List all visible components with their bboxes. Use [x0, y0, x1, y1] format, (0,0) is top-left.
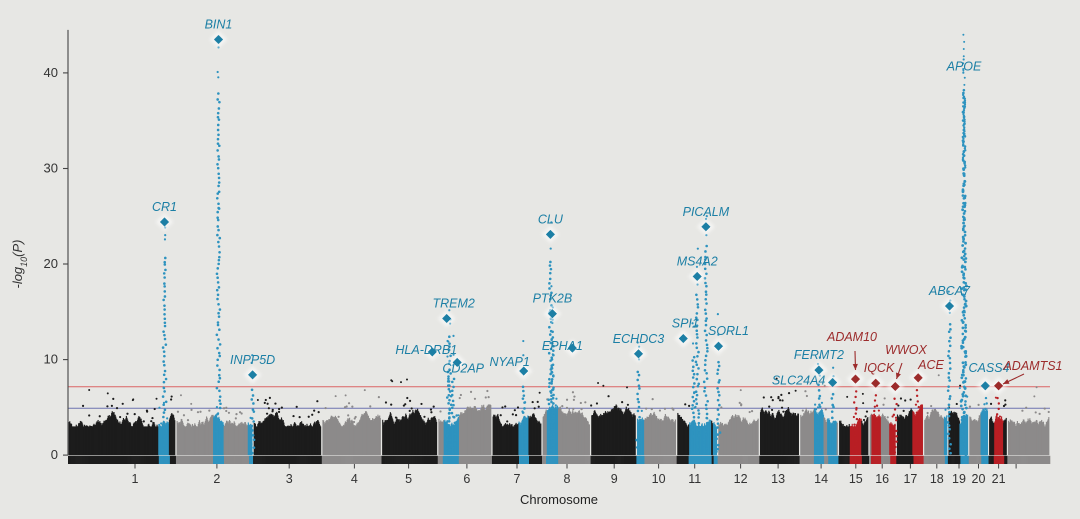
- svg-text:3: 3: [286, 472, 293, 486]
- svg-text:FERMT2: FERMT2: [794, 348, 844, 362]
- svg-text:16: 16: [875, 472, 889, 486]
- svg-text:21: 21: [992, 472, 1006, 486]
- svg-text:2: 2: [213, 472, 220, 486]
- svg-text:30: 30: [44, 161, 58, 176]
- svg-text:INPP5D: INPP5D: [230, 353, 275, 367]
- svg-text:Chromosome: Chromosome: [520, 492, 598, 507]
- svg-text:BIN1: BIN1: [205, 18, 233, 32]
- svg-text:14: 14: [814, 472, 828, 486]
- svg-text:7: 7: [514, 472, 521, 486]
- svg-text:9: 9: [611, 472, 618, 486]
- svg-text:CD2AP: CD2AP: [442, 361, 484, 375]
- svg-text:13: 13: [771, 472, 785, 486]
- svg-text:1: 1: [132, 472, 139, 486]
- svg-text:17: 17: [903, 472, 917, 486]
- svg-text:5: 5: [405, 472, 412, 486]
- svg-text:6: 6: [463, 472, 470, 486]
- svg-text:ABCA7: ABCA7: [928, 284, 971, 298]
- svg-text:ADAMTS1: ADAMTS1: [1002, 359, 1062, 373]
- svg-text:19: 19: [952, 472, 966, 486]
- svg-text:20: 20: [972, 472, 986, 486]
- svg-text:ECHDC3: ECHDC3: [613, 332, 664, 346]
- svg-text:15: 15: [849, 472, 863, 486]
- svg-text:MS4A2: MS4A2: [677, 254, 718, 268]
- svg-text:SORL1: SORL1: [708, 324, 749, 338]
- svg-text:0: 0: [51, 447, 58, 462]
- svg-text:10: 10: [652, 472, 666, 486]
- svg-text:PICALM: PICALM: [683, 205, 730, 219]
- svg-text:HLA-DRB1: HLA-DRB1: [395, 343, 457, 357]
- svg-text:EPHA1: EPHA1: [542, 339, 583, 353]
- svg-text:CLU: CLU: [538, 212, 564, 226]
- svg-text:PTK2B: PTK2B: [533, 292, 573, 306]
- svg-text:CR1: CR1: [152, 200, 177, 214]
- svg-text:11: 11: [688, 472, 701, 486]
- svg-text:10: 10: [44, 352, 58, 367]
- svg-text:IQCK: IQCK: [864, 361, 895, 375]
- svg-text:ACE: ACE: [917, 358, 944, 372]
- svg-text:ADAM10: ADAM10: [826, 330, 877, 344]
- svg-text:SPI1: SPI1: [672, 317, 699, 331]
- svg-text:18: 18: [930, 472, 944, 486]
- svg-text:20: 20: [44, 256, 58, 271]
- svg-text:NYAP1: NYAP1: [490, 355, 530, 369]
- svg-text:WWOX: WWOX: [885, 343, 927, 357]
- svg-text:12: 12: [734, 472, 748, 486]
- svg-text:TREM2: TREM2: [433, 297, 475, 311]
- svg-text:8: 8: [564, 472, 571, 486]
- svg-text:40: 40: [44, 65, 58, 80]
- svg-text:4: 4: [351, 472, 358, 486]
- svg-text:APOE: APOE: [946, 59, 982, 73]
